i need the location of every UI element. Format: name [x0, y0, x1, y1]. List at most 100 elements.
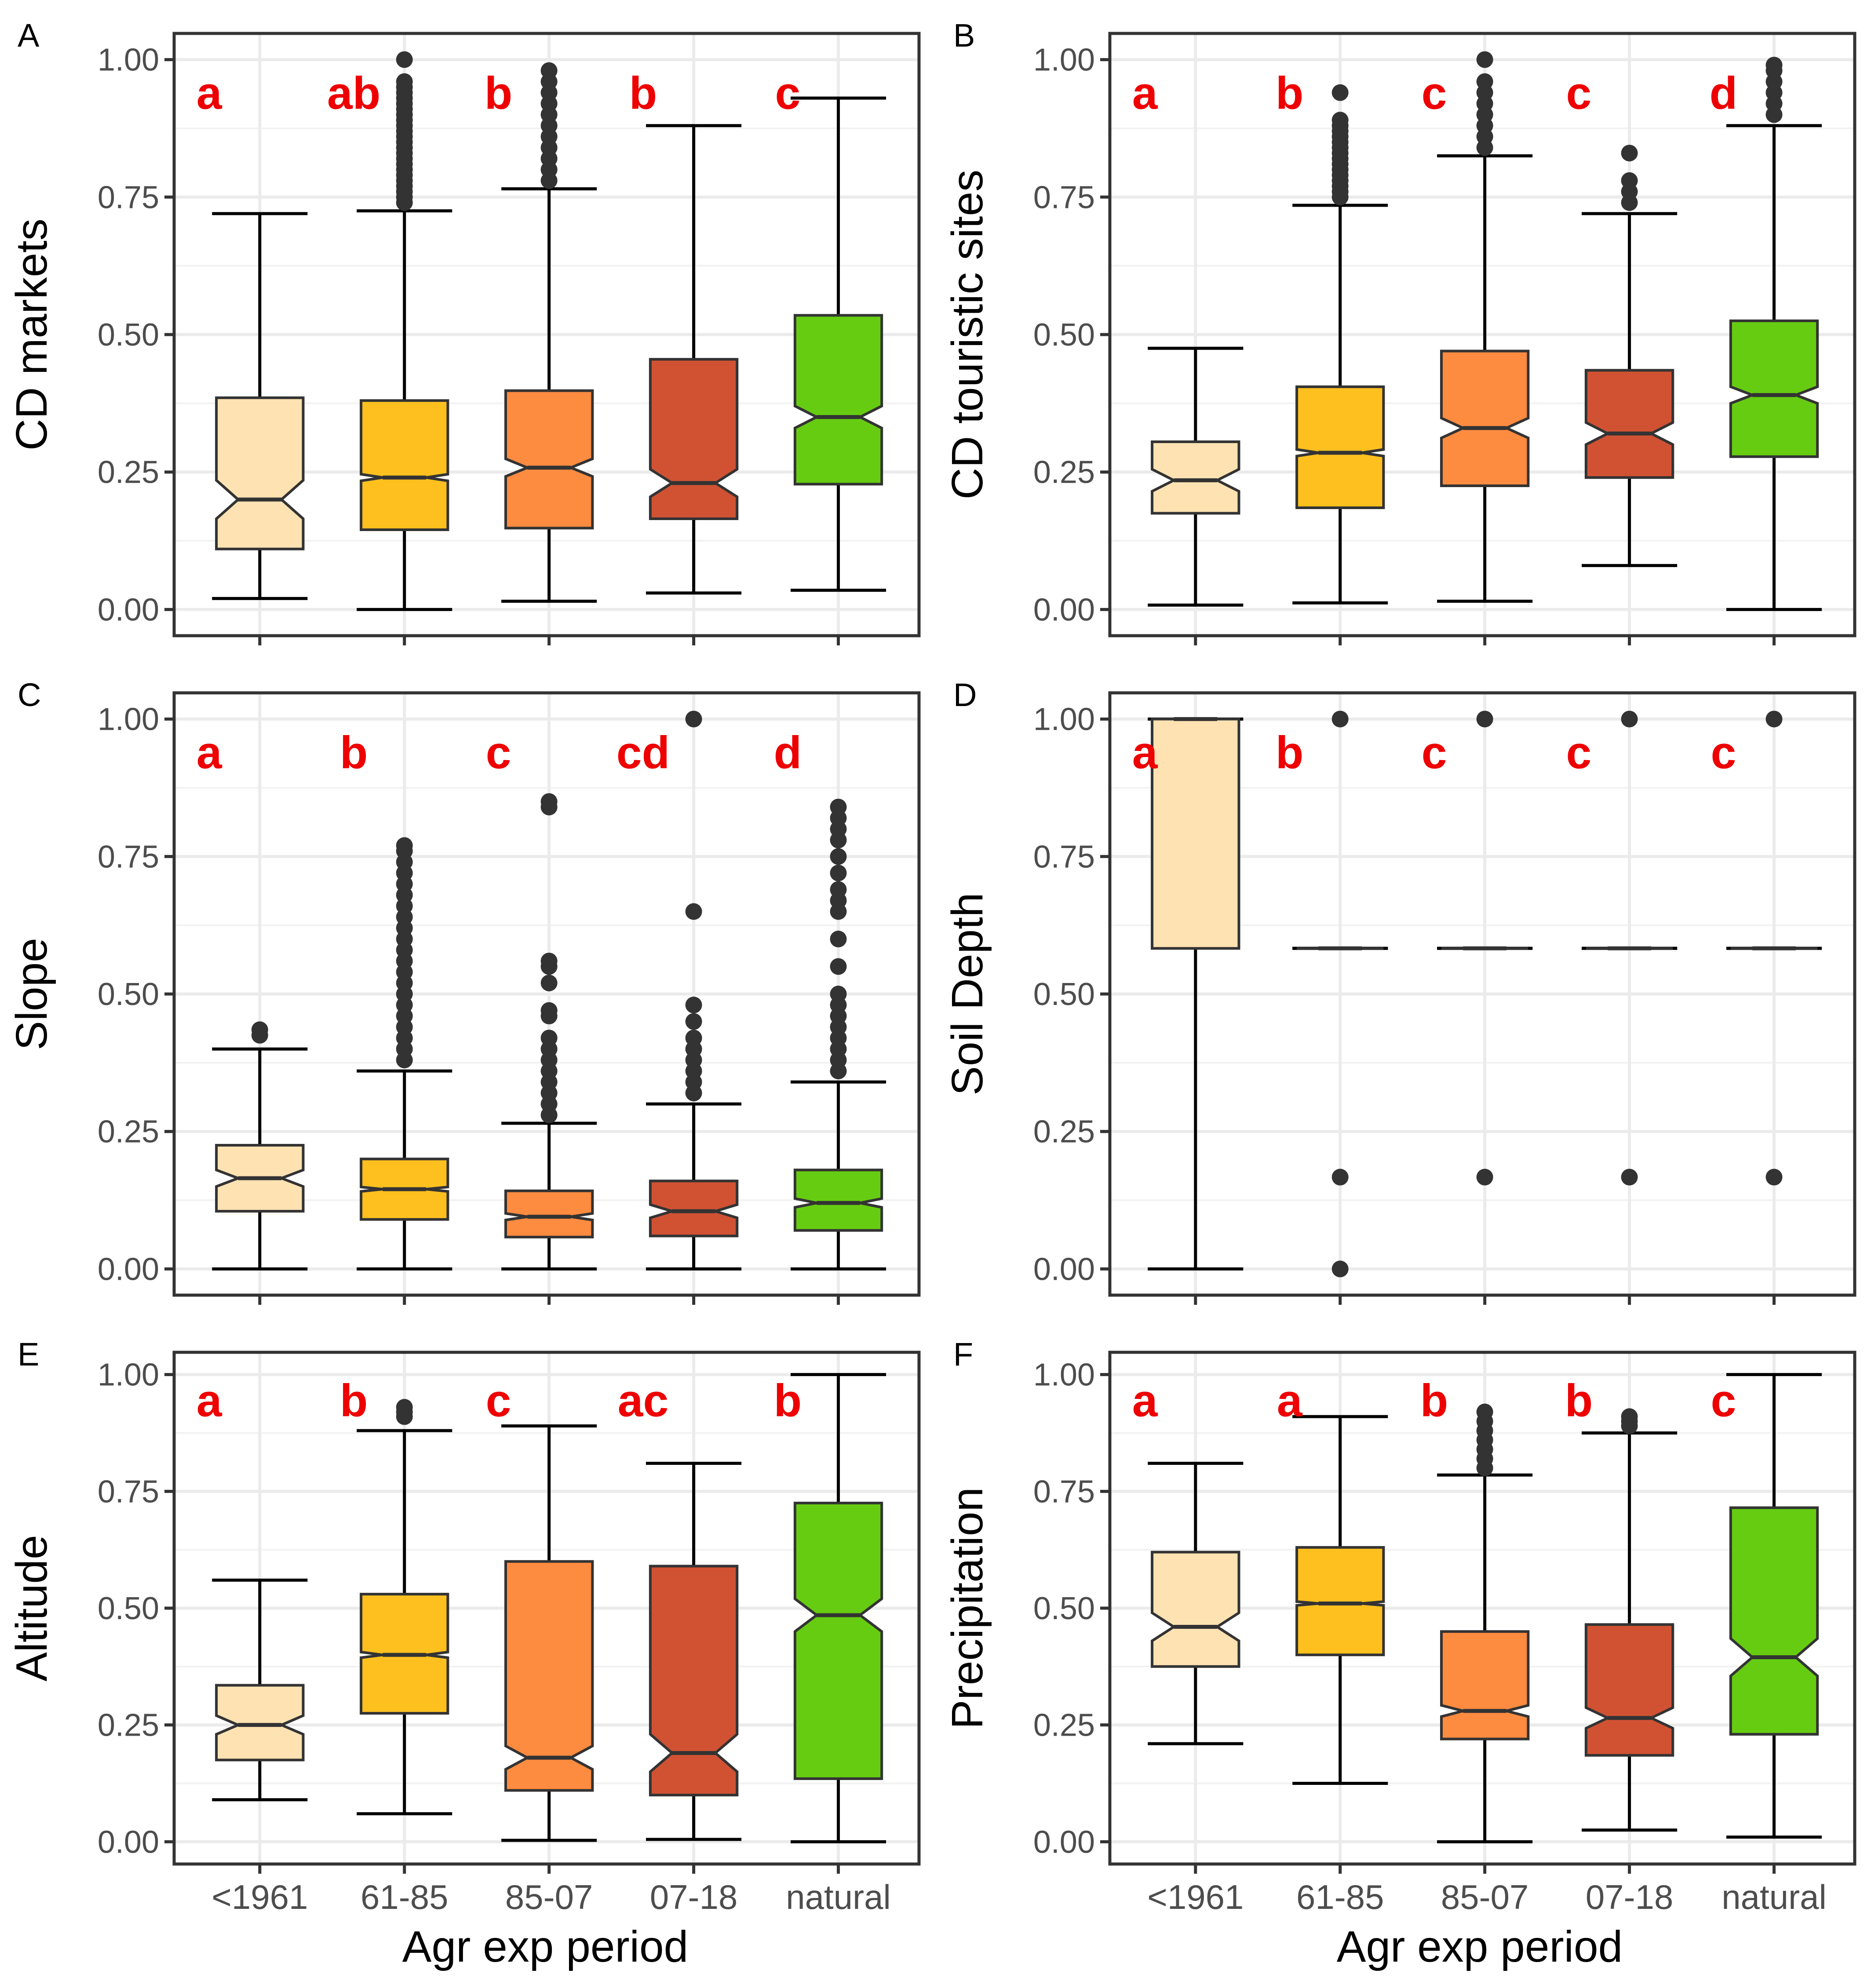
outlier-point — [1476, 1403, 1493, 1420]
outlier-point — [1621, 710, 1638, 728]
box-body — [215, 1684, 305, 1762]
box-<1961 — [1148, 346, 1244, 607]
x-tick-label: 07-18 — [650, 1878, 738, 1916]
x-tick-label: <1961 — [1147, 1878, 1244, 1916]
y-tick-label: 0.75 — [1033, 1474, 1095, 1509]
x-tick-label: 85-07 — [1441, 1878, 1529, 1916]
y-tick-label: 0.25 — [98, 1708, 159, 1743]
outlier-point — [1621, 1169, 1638, 1186]
box-85-07 — [1437, 51, 1533, 603]
box-07-18 — [1582, 710, 1678, 1186]
outlier-point — [830, 958, 847, 975]
y-tick-label: 1.00 — [98, 702, 159, 737]
box-body — [504, 1189, 594, 1238]
outlier-point — [830, 798, 847, 816]
box-body — [649, 358, 739, 520]
y-tick-label: 0.50 — [1033, 977, 1095, 1012]
panel-tag-label: A — [18, 17, 40, 54]
box-07-18 — [1582, 145, 1678, 567]
box-body — [1151, 1551, 1240, 1668]
outlier-point — [1621, 1408, 1638, 1425]
significance-letter: b — [629, 68, 657, 119]
outlier-point — [1331, 112, 1349, 129]
significance-letter: a — [197, 727, 222, 778]
significance-letter: ab — [327, 68, 380, 119]
box-natural — [1726, 1373, 1822, 1839]
outlier-point — [685, 1030, 702, 1047]
significance-letter: a — [1132, 1376, 1158, 1427]
y-tick-label: 0.50 — [1033, 317, 1095, 353]
panel-d: a b c c c 0.00 0.25 0.50 0.75 1.00 Soil Depth D — [943, 677, 1856, 1305]
y-axis-title: Slope — [7, 938, 56, 1050]
y-tick-label: 0.50 — [98, 1591, 159, 1626]
significance-letter: b — [1276, 727, 1304, 778]
box-body — [1151, 717, 1240, 950]
box-61-85 — [1292, 84, 1388, 604]
significance-letter: cd — [616, 727, 670, 778]
significance-letter: b — [340, 727, 368, 778]
y-axis-title: Soil Depth — [943, 892, 992, 1095]
outlier-point — [1331, 84, 1349, 101]
panel-e: a b c ac b 0.00 0.25 0.50 0.75 1.00 <1961 61-85 85-0… — [7, 1336, 921, 1916]
significance-letter: b — [774, 1376, 802, 1427]
significance-letter: a — [197, 68, 222, 119]
significance-letter: a — [1132, 68, 1158, 119]
significance-letter: b — [1420, 1376, 1448, 1427]
box-<1961 — [212, 212, 308, 600]
y-tick-label: 0.50 — [1033, 1591, 1095, 1626]
box-61-85 — [1292, 710, 1388, 1278]
outlier-point — [1476, 1169, 1493, 1186]
outlier-point — [830, 930, 847, 947]
box-body — [793, 1501, 883, 1780]
panel-c: a b c cd d 0.00 0.25 0.50 0.75 1.00 Slope C — [7, 677, 921, 1305]
y-axis-title: Precipitation — [943, 1487, 992, 1729]
box-body — [649, 1565, 739, 1797]
x-tick-label: 61-85 — [1296, 1878, 1384, 1916]
outlier-point — [396, 73, 413, 90]
outlier-point — [1476, 51, 1493, 68]
y-tick-label: 1.00 — [1033, 1358, 1095, 1393]
outlier-point — [540, 62, 558, 79]
outlier-point — [540, 974, 558, 991]
panel-f: a a b b c 0.00 0.25 0.50 0.75 1.00 <1961 61-85 85-07… — [943, 1336, 1856, 1916]
y-tick-label: 0.25 — [1033, 1708, 1095, 1743]
outlier-point — [830, 848, 847, 865]
box-natural — [790, 1373, 886, 1843]
panel-b: a b c c d 0.00 0.25 0.50 0.75 1.00 CD touristic si… — [943, 17, 1856, 645]
outlier-point — [540, 793, 558, 810]
box-body — [1440, 350, 1530, 487]
panel-tag-label: E — [18, 1336, 39, 1373]
x-tick-label: 61-85 — [361, 1878, 449, 1916]
y-tick-label: 0.50 — [98, 317, 159, 353]
box-61-85 — [357, 51, 452, 611]
outlier-point — [685, 903, 702, 920]
x-tick-label: natural — [786, 1878, 891, 1916]
box-body — [1584, 369, 1674, 479]
outlier-point — [1476, 710, 1493, 728]
box-body — [1584, 1623, 1674, 1757]
outlier-point — [830, 864, 847, 881]
significance-letter: b — [1565, 1376, 1593, 1427]
outlier-point — [540, 1030, 558, 1047]
y-tick-label: 1.00 — [1033, 43, 1095, 78]
y-tick-label: 0.00 — [98, 1252, 159, 1287]
significance-letter: b — [340, 1376, 368, 1427]
panel-tag-label: F — [953, 1336, 973, 1373]
box-85-07 — [501, 62, 597, 603]
significance-letter: c — [1566, 68, 1592, 119]
x-tick-label: 85-07 — [505, 1878, 593, 1916]
x-axis-label-right: Agr exp period — [1337, 1922, 1623, 1971]
outlier-point — [1765, 57, 1783, 74]
x-axis-label-left: Agr exp period — [402, 1922, 688, 1971]
panel-tag-label: D — [953, 677, 977, 713]
y-tick-label: 0.25 — [98, 455, 159, 490]
significance-letter: b — [1276, 68, 1304, 119]
y-tick-label: 0.25 — [1033, 1114, 1095, 1150]
y-tick-label: 0.75 — [1033, 180, 1095, 215]
outlier-point — [396, 837, 413, 854]
y-tick-label: 0.75 — [98, 180, 159, 215]
x-tick-label: <1961 — [212, 1878, 308, 1916]
box-body — [1151, 440, 1240, 515]
y-axis-title: Altitude — [7, 1535, 56, 1682]
significance-letter: c — [1422, 68, 1447, 119]
